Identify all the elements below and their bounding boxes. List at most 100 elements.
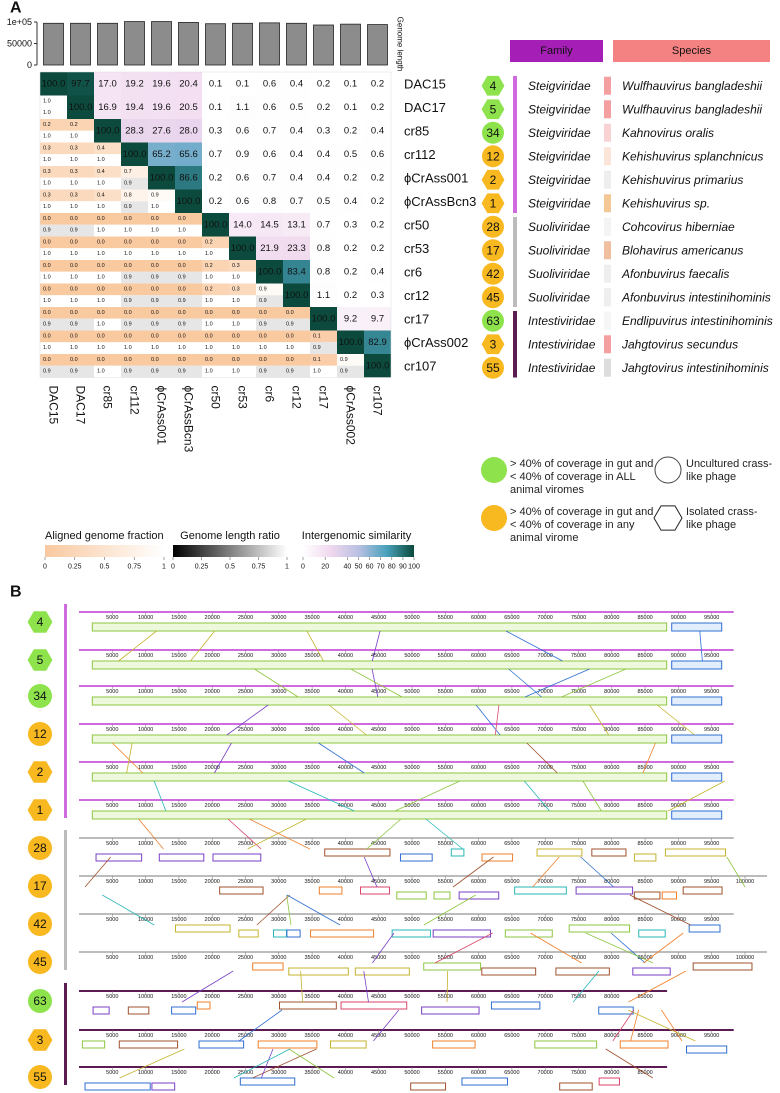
cell-label: 1.0 bbox=[259, 345, 267, 351]
cell-label: 0.0 bbox=[70, 333, 78, 339]
ruler-tick-label: 60000 bbox=[471, 879, 486, 885]
heatmap-cell bbox=[256, 283, 283, 296]
ruler-tick-label: 5000 bbox=[106, 1070, 118, 1076]
colorbar-tick-label: 60 bbox=[366, 564, 374, 571]
cell-label: 0.1 bbox=[209, 78, 222, 89]
heatmap-cell bbox=[175, 189, 202, 213]
cell-label: 1.0 bbox=[124, 228, 132, 234]
ruler-tick-label: 35000 bbox=[304, 1070, 319, 1076]
alignment-block bbox=[354, 967, 410, 976]
ruler-tick-label: 15000 bbox=[171, 994, 186, 1000]
ruler-tick-label: 25000 bbox=[238, 994, 253, 1000]
family-bar bbox=[64, 983, 67, 1085]
alignment-block bbox=[619, 1040, 669, 1049]
cell-label: 0.2 bbox=[317, 78, 330, 89]
colorbar-tick-label: 0 bbox=[43, 564, 47, 571]
ruler-tick-label: 10000 bbox=[138, 841, 153, 847]
heatmap-cell bbox=[229, 318, 256, 331]
synteny-link bbox=[585, 932, 654, 964]
ruler-tick-label: 20000 bbox=[205, 765, 220, 771]
heatmap-cell bbox=[40, 236, 67, 249]
heatmap-cell bbox=[229, 166, 256, 190]
colorbar-tick-label: 1 bbox=[285, 564, 289, 571]
ruler-tick-label: 25000 bbox=[238, 879, 253, 885]
heatmap-cell bbox=[148, 166, 175, 190]
colorbar-tick-label: 40 bbox=[344, 564, 352, 571]
cell-label: 1.0 bbox=[97, 322, 105, 328]
ruler-tick-label: 15000 bbox=[171, 917, 186, 923]
heatmap-cell bbox=[121, 318, 148, 331]
cell-label: 0.4 bbox=[97, 192, 105, 198]
ruler-tick-label: 95000 bbox=[704, 689, 719, 695]
heatmap-cell bbox=[364, 307, 391, 331]
ruler-tick-label: 30000 bbox=[271, 615, 286, 621]
alignment-block bbox=[638, 929, 666, 938]
ruler-tick-label: 20000 bbox=[205, 653, 220, 659]
cell-label: 100.0 bbox=[177, 196, 201, 207]
heatmap-cell bbox=[256, 236, 283, 260]
cell-label: 1.0 bbox=[97, 204, 105, 210]
ruler-tick-label: 40000 bbox=[338, 615, 353, 621]
cell-label: 0.9 bbox=[151, 369, 159, 375]
heatmap-cell bbox=[283, 342, 310, 354]
ruler-tick-label: 25000 bbox=[238, 917, 253, 923]
badge-circle bbox=[482, 286, 504, 309]
cell-label: 100.0 bbox=[69, 102, 93, 113]
ruler-tick-label: 85000 bbox=[637, 917, 652, 923]
cell-label: 0.3 bbox=[70, 192, 78, 198]
synteny-link bbox=[286, 894, 292, 926]
heatmap-cell bbox=[148, 224, 175, 237]
synteny-link bbox=[371, 668, 379, 698]
heatmap-cell bbox=[310, 72, 337, 96]
cell-label: 0.2 bbox=[344, 125, 357, 136]
heatmap-cell bbox=[256, 318, 283, 331]
heatmap-cell bbox=[175, 119, 202, 143]
heatmap-cell bbox=[283, 260, 310, 284]
ruler-tick-label: 10000 bbox=[138, 615, 153, 621]
badge-hexagon bbox=[26, 1028, 54, 1052]
alignment-block bbox=[257, 1040, 318, 1049]
cell-label: 0.8 bbox=[263, 196, 276, 207]
family: Suoliviridae bbox=[528, 290, 590, 304]
badge-circle bbox=[482, 262, 504, 285]
cell-label: 17.0 bbox=[98, 78, 117, 89]
cell-label: 0.0 bbox=[178, 310, 186, 316]
cell-label: 1.0 bbox=[97, 181, 105, 187]
cell-label: 0.9 bbox=[259, 322, 267, 328]
heatmap-cell bbox=[94, 295, 121, 307]
cell-label: 0.1 bbox=[209, 102, 222, 113]
ruler-tick-label: 20000 bbox=[205, 727, 220, 733]
synteny-link bbox=[425, 818, 464, 850]
colorbar-tick-label: 0.75 bbox=[127, 564, 141, 571]
ruler-tick-label: 10000 bbox=[138, 879, 153, 885]
cell-label: 0.9 bbox=[178, 298, 186, 304]
alignment-block bbox=[598, 1077, 620, 1086]
ruler-tick-label: 70000 bbox=[538, 841, 553, 847]
cell-label: 19.6 bbox=[152, 102, 171, 113]
cell-label: 0.4 bbox=[317, 172, 330, 183]
ruler-tick-label: 25000 bbox=[238, 1070, 253, 1076]
cell-label: 0.6 bbox=[371, 149, 384, 160]
ruler-tick-label: 35000 bbox=[304, 1033, 319, 1039]
cell-label: 0.9 bbox=[70, 369, 78, 375]
cell-label: 14.0 bbox=[233, 219, 252, 230]
synteny-link bbox=[561, 668, 627, 698]
synteny-link bbox=[726, 856, 746, 888]
ruler-tick-label: 75000 bbox=[571, 653, 586, 659]
alignment-block bbox=[633, 853, 657, 862]
synteny-link bbox=[363, 970, 369, 1003]
heatmap-cell bbox=[364, 119, 391, 143]
ruler-tick-label: 45000 bbox=[371, 727, 386, 733]
heatmap-cell bbox=[67, 201, 94, 213]
column-label: DAC15 bbox=[47, 386, 61, 425]
cell-label: 1.0 bbox=[70, 204, 78, 210]
badge-id: 12 bbox=[33, 727, 47, 741]
badge-circle bbox=[482, 356, 504, 379]
colorbar-tick-label: 1 bbox=[162, 564, 166, 571]
ruler-tick-label: 95000 bbox=[704, 615, 719, 621]
ruler-tick-label: 45000 bbox=[371, 653, 386, 659]
ruler-tick-label: 50000 bbox=[404, 689, 419, 695]
alignment-block bbox=[81, 1040, 106, 1049]
badge-circle bbox=[28, 684, 52, 708]
bar bbox=[205, 23, 226, 66]
